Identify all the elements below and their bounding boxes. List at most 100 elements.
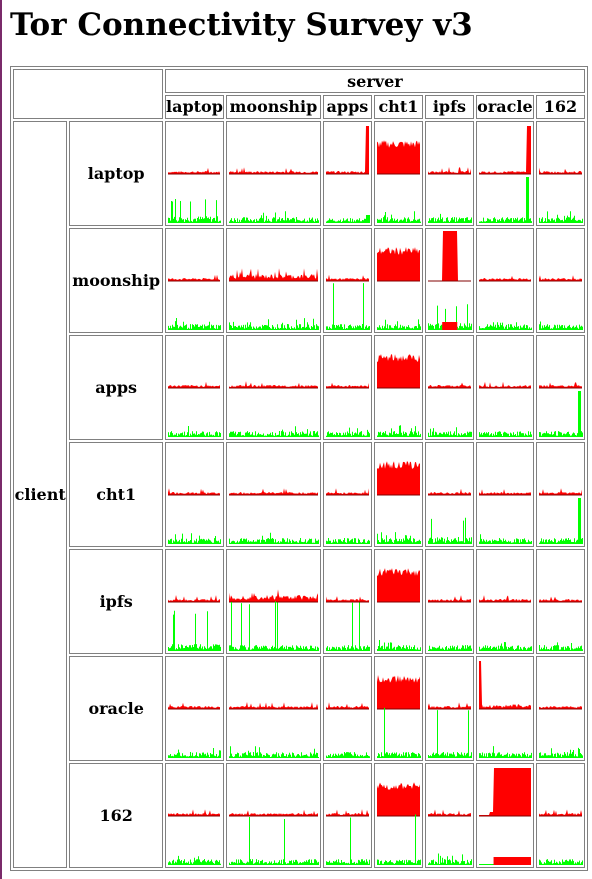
client-row-header: laptop [69,121,163,226]
mini-chart [538,275,583,330]
table-row: oracle [13,656,585,761]
server-column-header: ipfs [424,95,474,119]
latency-area [427,595,471,602]
window-edge [0,0,2,879]
chart-cell[interactable] [535,763,585,868]
latency-area [478,489,531,495]
latency-area [168,167,221,174]
chart-cell[interactable] [535,442,585,547]
latency-area [538,167,582,174]
chart-cell[interactable] [475,442,534,547]
chart-cell[interactable] [165,763,224,868]
latency-area [228,268,318,281]
chart-cell[interactable] [475,549,534,654]
chart-cell[interactable] [165,442,224,547]
chart-cell[interactable] [225,763,321,868]
latency-area [478,661,531,709]
mini-chart [325,126,370,223]
mini-chart [376,461,421,544]
chart-cell[interactable] [322,228,372,333]
chart-cell[interactable] [373,549,423,654]
chart-cell[interactable] [373,335,423,440]
chart-cell[interactable] [424,656,474,761]
chart-cell[interactable] [475,121,534,226]
latency-area [228,809,318,816]
mini-chart [228,589,319,651]
latency-area [478,126,531,174]
chart-cell[interactable] [424,121,474,226]
mini-chart [325,809,370,865]
chart-cell[interactable] [373,763,423,868]
chart-cell[interactable] [535,335,585,440]
chart-cell[interactable] [225,549,321,654]
chart-cell[interactable] [322,335,372,440]
server-column-header: 162 [535,95,585,119]
chart-cell[interactable] [424,549,474,654]
chart-cell[interactable] [322,549,372,654]
client-row-header: ipfs [69,549,163,654]
chart-cell[interactable] [165,335,224,440]
server-column-header: oracle [475,95,534,119]
server-column-header: moonship [225,95,321,119]
chart-cell[interactable] [373,228,423,333]
mini-chart [168,274,222,330]
latency-area [325,488,369,495]
latency-area [376,140,420,174]
chart-cell[interactable] [373,121,423,226]
chart-cell[interactable] [424,442,474,547]
chart-cell[interactable] [535,549,585,654]
chart-cell[interactable] [225,121,321,226]
mini-chart [427,382,472,437]
latency-area [376,782,420,816]
latency-area [538,809,582,816]
mini-chart [325,702,370,758]
mini-chart [228,268,319,330]
chart-cell[interactable] [165,656,224,761]
latency-area [376,568,420,602]
latency-area [478,275,531,281]
client-row-header: moonship [69,228,163,333]
chart-cell[interactable] [322,656,372,761]
chart-cell[interactable] [322,121,372,226]
latency-area [538,382,582,388]
chart-cell[interactable] [424,763,474,868]
chart-cell[interactable] [225,442,321,547]
client-row-header: apps [69,335,163,440]
chart-cell[interactable] [424,335,474,440]
chart-cell[interactable] [475,228,534,333]
chart-cell[interactable] [165,228,224,333]
mini-chart [168,381,222,437]
chart-cell[interactable] [322,442,372,547]
mini-chart [538,488,583,544]
chart-cell[interactable] [225,228,321,333]
chart-cell[interactable] [165,549,224,654]
latency-area [538,488,582,495]
chart-cell[interactable] [475,656,534,761]
mini-chart [376,782,421,865]
latency-area [538,275,582,281]
mini-chart [538,706,583,758]
mini-chart [376,354,421,437]
chart-cell[interactable] [475,335,534,440]
chart-cell[interactable] [424,228,474,333]
latency-area [538,706,582,709]
chart-cell[interactable] [373,442,423,547]
chart-cell[interactable] [373,656,423,761]
table-row: apps [13,335,585,440]
mini-chart [376,675,421,758]
chart-cell[interactable] [535,656,585,761]
chart-cell[interactable] [475,763,534,868]
chart-cell[interactable] [225,656,321,761]
latency-area [376,461,420,495]
mini-chart [168,702,222,758]
chart-cell[interactable] [165,121,224,226]
latency-area [427,809,471,816]
chart-cell[interactable] [535,121,585,226]
mini-chart [478,595,532,651]
latency-area [325,596,369,602]
chart-cell[interactable] [225,335,321,440]
chart-cell[interactable] [322,763,372,868]
table-row: 162 [13,763,585,868]
corner-cell [13,69,163,119]
chart-cell[interactable] [535,228,585,333]
